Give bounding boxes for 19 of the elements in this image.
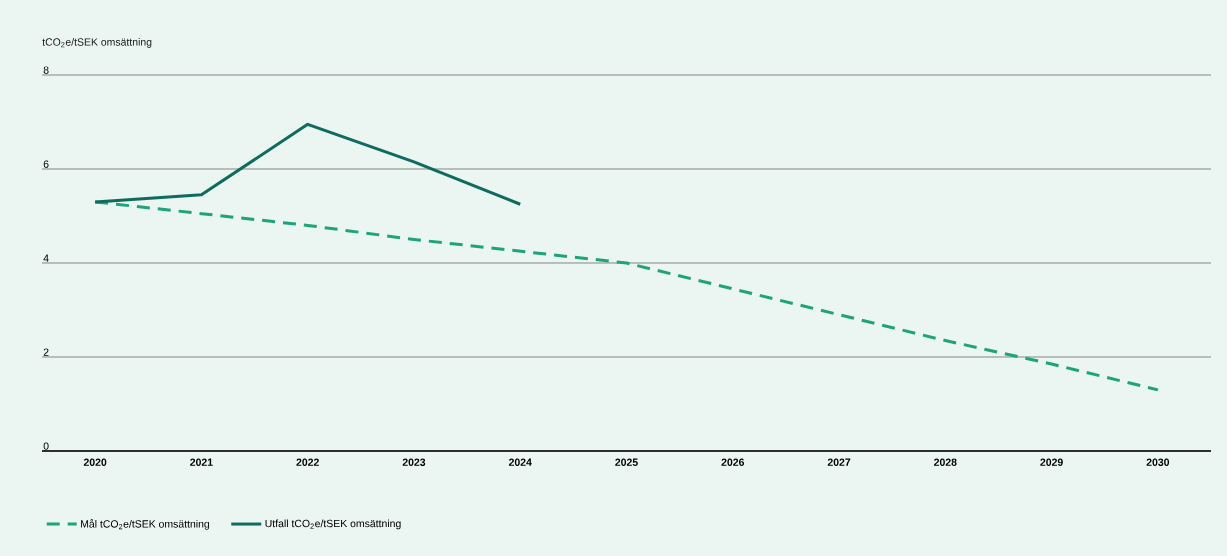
legend-label: Mål tCO$_{2}$e/tSEK omsättning (81, 519, 210, 530)
x-tick-label: 2027 (827, 458, 851, 466)
x-tick-label: 2029 (1040, 458, 1063, 466)
x-tick-label: 2030 (1146, 458, 1170, 466)
x-tick-label: 2021 (190, 458, 213, 466)
legend-label: Utfall tCO$_{2}$e/tSEK omsättning (265, 519, 401, 530)
y-tick-label: 4 (43, 254, 49, 262)
x-tick-label: 2028 (934, 458, 957, 466)
y-tick-label: 8 (43, 66, 49, 74)
x-tick-label: 2023 (402, 458, 426, 466)
y-tick-label: 2 (43, 348, 49, 356)
x-tick-label: 2024 (508, 458, 532, 466)
y-tick-label: 6 (43, 160, 49, 168)
x-tick-label: 2022 (296, 458, 319, 466)
y-tick-label: 0 (43, 442, 49, 450)
x-tick-label: 2020 (83, 458, 107, 466)
y-axis-title: tCO$_{2}$e/tSEK omsättning (42, 38, 152, 48)
x-tick-label: 2026 (721, 458, 745, 466)
x-tick-label: 2025 (615, 458, 638, 466)
